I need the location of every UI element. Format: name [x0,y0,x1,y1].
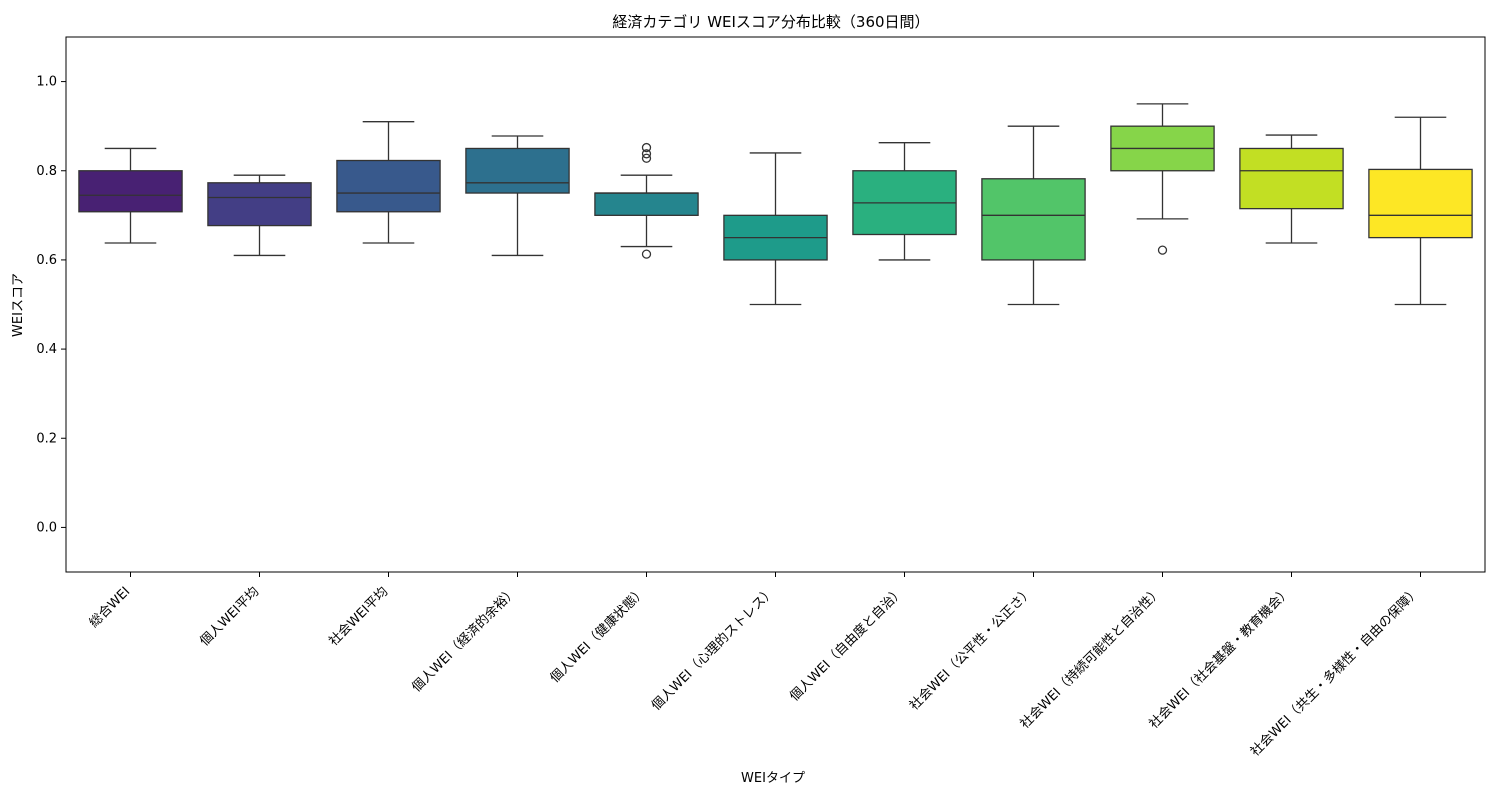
x-tick-label: 個人WEI（自由度と自治） [786,584,907,705]
x-tick-label: 社会WEI平均 [326,584,392,650]
box-iqr [465,147,570,194]
x-tick-label: 個人WEI（経済的余裕） [409,584,521,696]
outlier-point [641,142,652,153]
x-tick-label: 個人WEI（健康状態） [547,584,649,686]
box-iqr [1368,168,1473,239]
x-tick-label: 社会WEI（社会基盤・教育機会） [1146,584,1294,732]
x-tick-label: 社会WEI（公平性・公正さ） [906,584,1036,714]
outlier-point [641,149,652,159]
box-iqr [594,192,699,216]
y-tick-label: 0.8 [36,164,57,179]
y-tick-label: 1.0 [36,75,57,90]
x-tick-label: 総合WEI [87,584,134,631]
box-iqr [981,178,1086,261]
y-tick-label: 0.6 [36,253,57,268]
x-tick-label: 社会WEI（持続可能性と自治性） [1017,584,1165,732]
box-iqr [1239,147,1344,210]
y-axis-label: WEIスコア [11,273,26,337]
outlier-point [1157,245,1168,255]
outlier-point [641,153,652,163]
box-iqr [78,170,183,213]
y-tick-label: 0.4 [36,342,57,357]
x-tick-label: 個人WEI（心理的ストレス） [648,584,778,714]
chart-title: 経済カテゴリ WEIスコア分布比較（360日間） [612,13,929,31]
x-tick-label: 個人WEI平均 [197,584,262,649]
box-iqr [336,159,441,213]
box-iqr [207,182,312,227]
y-tick-label: 0.2 [36,431,57,446]
x-axis-label: WEIタイプ [741,771,805,786]
plot-area [78,103,1473,306]
y-tick-label: 0.0 [36,520,57,535]
outlier-point [641,249,652,259]
